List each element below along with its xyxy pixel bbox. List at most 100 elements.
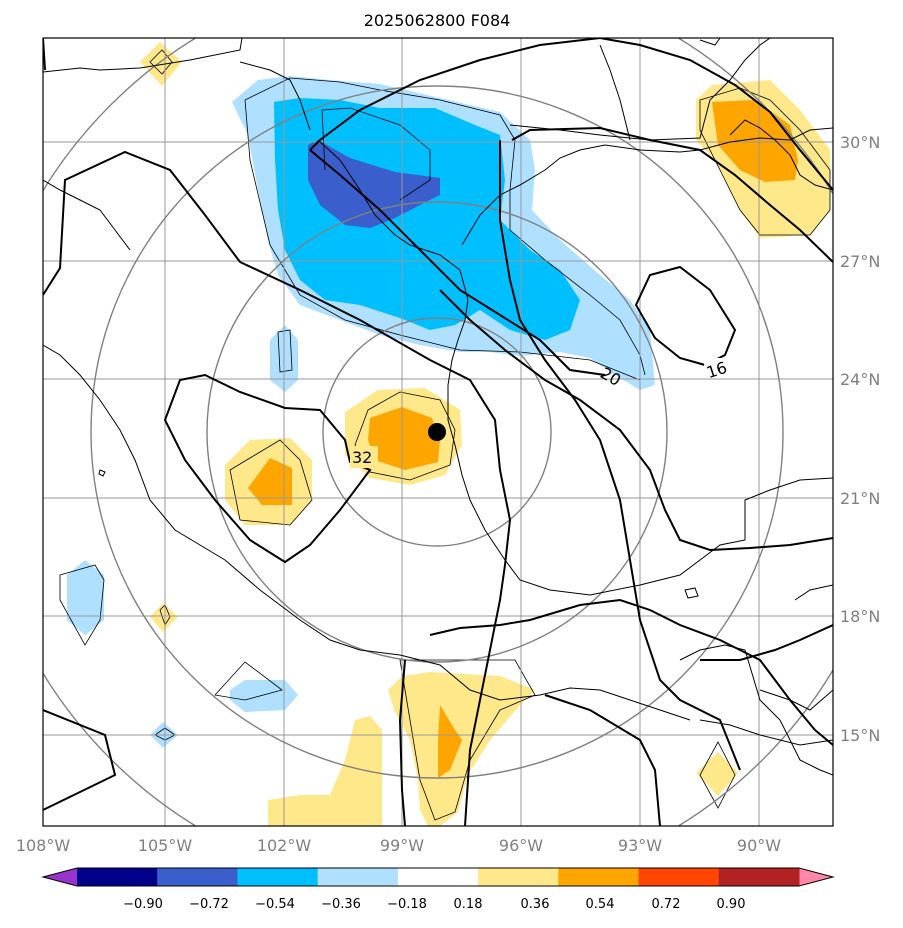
colorbar-label: −0.54 — [255, 897, 295, 912]
colorbar-label: 0.18 — [454, 897, 483, 912]
range-ring — [206, 201, 668, 663]
outline — [399, 659, 536, 821]
coastlines — [43, 38, 833, 776]
colorbar-label: −0.72 — [189, 897, 229, 912]
colorbar-segment — [558, 868, 640, 886]
contour-ridge — [309, 149, 606, 376]
colorbar-segment — [77, 868, 158, 886]
height-contours — [43, 38, 833, 826]
colorbar-segment — [397, 868, 479, 886]
colorbar-label: −0.36 — [321, 897, 361, 912]
colorbar: −0.90 −0.72 −0.54 −0.36 −0.18 0.18 0.36 … — [41, 867, 835, 912]
colorbar-label: 0.90 — [717, 897, 746, 912]
coastline-gulf-north — [461, 127, 833, 246]
colorbar-segment — [157, 868, 238, 886]
colorbar-segment — [638, 868, 720, 886]
colorbar-extend-right — [799, 868, 833, 886]
colorbar-label: 0.36 — [521, 897, 550, 912]
contour-20 — [309, 38, 833, 191]
contour-se-corner — [700, 624, 833, 661]
lon-tick-label: 105°W — [138, 836, 193, 855]
outline — [214, 661, 283, 701]
border-state — [699, 38, 721, 46]
contour-label-32: 32 — [352, 448, 372, 467]
border-state — [599, 44, 631, 141]
lon-tick-label: 90°W — [737, 836, 781, 855]
orange-patch — [248, 458, 292, 505]
lon-tick-label: 108°W — [16, 836, 71, 855]
contour-south-east — [544, 694, 661, 826]
map-frame — [42, 37, 834, 827]
contour-east-inner — [511, 126, 833, 263]
coastline-texas — [317, 139, 833, 596]
lat-tick-label: 24°N — [840, 370, 880, 389]
lat-tick-label: 18°N — [840, 607, 880, 626]
colorbar-segment — [317, 868, 399, 886]
light-yellow-patch — [388, 672, 535, 826]
contour-large-trough — [43, 150, 512, 826]
shaded-fields — [67, 42, 830, 826]
contour-east — [499, 140, 741, 771]
colorbar-segment — [237, 868, 319, 886]
lon-tick-label: 93°W — [618, 836, 662, 855]
outline — [149, 49, 173, 75]
lon-tick-label: 99°W — [380, 836, 424, 855]
outline — [699, 87, 831, 236]
coastline-yucatan — [679, 644, 833, 776]
outline — [277, 329, 293, 373]
colorbar-segment — [718, 868, 800, 886]
longitude-ticks: 108°W 105°W 102°W 99°W 96°W 93°W 90°W — [16, 836, 781, 855]
coastline-pacific — [43, 344, 691, 721]
lat-tick-label: 21°N — [840, 489, 880, 508]
island — [684, 587, 699, 599]
coastline-central-america — [699, 689, 833, 746]
contour-32 — [163, 373, 372, 564]
outline — [321, 107, 431, 201]
map-area: 32 20 16 — [43, 38, 833, 826]
colorbar-segment — [478, 868, 559, 886]
coastline-baja — [43, 179, 131, 251]
contour-south — [398, 659, 406, 826]
orange-patch — [438, 705, 462, 778]
light-yellow-patch — [696, 752, 738, 796]
storm-center-dot — [428, 423, 446, 441]
lat-tick-label: 30°N — [840, 133, 880, 152]
latitude-ticks: 30°N 27°N 24°N 21°N 18°N 15°N — [840, 133, 880, 745]
colorbar-label: 0.54 — [586, 897, 615, 912]
contour-20-main — [439, 289, 833, 552]
light-blue-patch — [230, 680, 298, 712]
map-title: 2025062800 F084 — [364, 11, 511, 30]
colorbar-label: 0.72 — [652, 897, 681, 912]
range-ring — [90, 85, 784, 779]
colorbar-labels: −0.90 −0.72 −0.54 −0.36 −0.18 0.18 0.36 … — [123, 897, 745, 912]
colorbar-extend-left — [43, 868, 77, 886]
colorbar-label: −0.18 — [387, 897, 427, 912]
outline — [59, 564, 105, 646]
colorbar-outline — [41, 867, 835, 887]
range-rings — [43, 38, 833, 826]
lat-tick-label: 15°N — [840, 726, 880, 745]
outline — [699, 741, 736, 809]
label-background — [704, 358, 734, 378]
contour-south-2 — [429, 598, 833, 746]
label-background — [350, 446, 378, 468]
gridlines — [43, 38, 833, 826]
lat-tick-label: 27°N — [840, 252, 880, 271]
contour-south-west — [43, 709, 117, 811]
coastline-florida — [729, 119, 833, 191]
lon-tick-label: 96°W — [499, 836, 543, 855]
outline — [159, 604, 171, 626]
range-ring — [322, 317, 552, 547]
light-yellow-patch — [150, 603, 178, 632]
lon-tick-label: 102°W — [257, 836, 312, 855]
coastline-cuba — [794, 584, 833, 601]
border-state — [509, 38, 771, 141]
light-yellow-patch — [140, 42, 182, 86]
outline — [229, 439, 313, 526]
orange-patch — [368, 407, 440, 470]
island — [98, 469, 106, 477]
light-yellow-patch — [268, 716, 382, 826]
border-us-mexico — [43, 38, 311, 131]
